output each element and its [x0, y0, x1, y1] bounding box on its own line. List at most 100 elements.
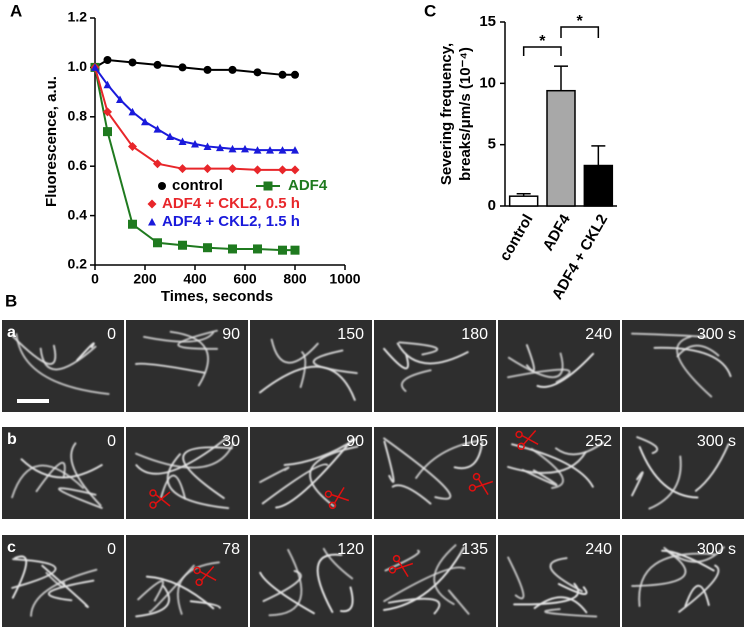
- panel-label: C: [424, 1, 436, 20]
- scissors-blade: [477, 477, 489, 496]
- panel-label: B: [5, 291, 17, 310]
- filament: [47, 579, 95, 602]
- marker: [203, 164, 212, 174]
- marker: [278, 70, 287, 79]
- filament: [636, 436, 659, 455]
- filament: [270, 338, 319, 364]
- filament: [391, 484, 432, 505]
- filaments: [631, 332, 732, 398]
- marker: [91, 63, 99, 71]
- marker: [178, 63, 187, 72]
- filament: [275, 438, 354, 509]
- bar: [583, 164, 614, 207]
- x-tick-label: 0: [91, 271, 99, 287]
- filament: [177, 329, 219, 350]
- scale-bar: [17, 399, 49, 403]
- marker: [278, 165, 287, 175]
- time-label: 90: [346, 433, 364, 450]
- filament: [176, 561, 220, 615]
- scissors-handle: [472, 472, 481, 481]
- scissors-handle: [149, 489, 157, 497]
- legend-marker: [158, 182, 166, 190]
- scissors-handle: [195, 578, 203, 587]
- y-axis-label: Severing frequency,: [438, 43, 455, 185]
- significance-bracket: [522, 46, 562, 56]
- time-label: 252: [585, 433, 612, 450]
- filament: [521, 468, 558, 487]
- y-tick-label: 5: [488, 136, 496, 153]
- marker: [103, 80, 112, 89]
- filament: [41, 564, 89, 608]
- scissors-blade: [154, 491, 171, 505]
- row-label: a: [7, 324, 16, 341]
- filaments: [507, 344, 595, 388]
- filament: [189, 600, 221, 609]
- filament: [11, 334, 57, 365]
- filament: [631, 471, 644, 497]
- filament: [166, 453, 230, 510]
- scissors-handle: [324, 490, 333, 498]
- scissors-icon: [193, 566, 217, 587]
- filaments: [507, 556, 598, 618]
- scissors-handle: [468, 484, 477, 492]
- filament: [339, 586, 354, 613]
- marker: [241, 144, 249, 153]
- legend-label: control: [172, 177, 223, 194]
- filament: [638, 446, 699, 499]
- filament: [631, 549, 687, 587]
- legend-label: ADF4: [288, 177, 328, 194]
- significance-mark: *: [539, 33, 546, 50]
- filament: [507, 451, 587, 474]
- legend-marker: [148, 218, 156, 226]
- marker: [216, 143, 224, 152]
- row-label: c: [7, 539, 16, 556]
- marker: [128, 141, 137, 151]
- marker: [266, 146, 274, 154]
- marker: [103, 107, 112, 117]
- scissors-icon: [149, 489, 171, 509]
- filament: [20, 458, 103, 479]
- significance-mark: *: [577, 13, 584, 30]
- x-tick-label: 800: [283, 271, 307, 287]
- marker: [103, 127, 112, 137]
- scissors-blade: [198, 570, 217, 581]
- filament: [11, 558, 57, 589]
- micrograph-frame: [2, 320, 124, 412]
- marker: [141, 117, 149, 126]
- bar: [508, 195, 539, 207]
- micrograph-frame: [498, 320, 620, 412]
- marker: [291, 70, 299, 79]
- scissors-blade: [520, 434, 539, 445]
- filament: [433, 544, 457, 606]
- filament: [30, 568, 98, 617]
- bar: [546, 89, 576, 207]
- marker: [290, 245, 300, 255]
- filament: [261, 463, 329, 505]
- marker: [178, 240, 187, 250]
- time-label: 300 s: [697, 433, 736, 450]
- filament: [507, 352, 564, 379]
- marker: [153, 60, 162, 69]
- filaments: [259, 547, 354, 617]
- scissors-blade: [333, 486, 345, 505]
- filament: [383, 440, 395, 483]
- series-line: [94, 67, 295, 252]
- filament: [299, 351, 307, 389]
- filament: [76, 342, 95, 362]
- scissors-blade: [397, 559, 409, 578]
- filament: [507, 368, 571, 383]
- filament: [143, 331, 215, 343]
- marker: [290, 165, 300, 175]
- time-label: 0: [107, 326, 116, 343]
- filament: [182, 446, 233, 500]
- scissors-icon: [515, 430, 539, 451]
- marker: [291, 146, 299, 154]
- scissors-blade: [330, 493, 350, 502]
- time-label: 78: [222, 541, 240, 558]
- filaments: [383, 341, 469, 392]
- marker: [253, 165, 262, 175]
- filament: [383, 566, 466, 603]
- filament: [676, 344, 720, 358]
- marker: [253, 244, 262, 254]
- marker: [178, 137, 187, 145]
